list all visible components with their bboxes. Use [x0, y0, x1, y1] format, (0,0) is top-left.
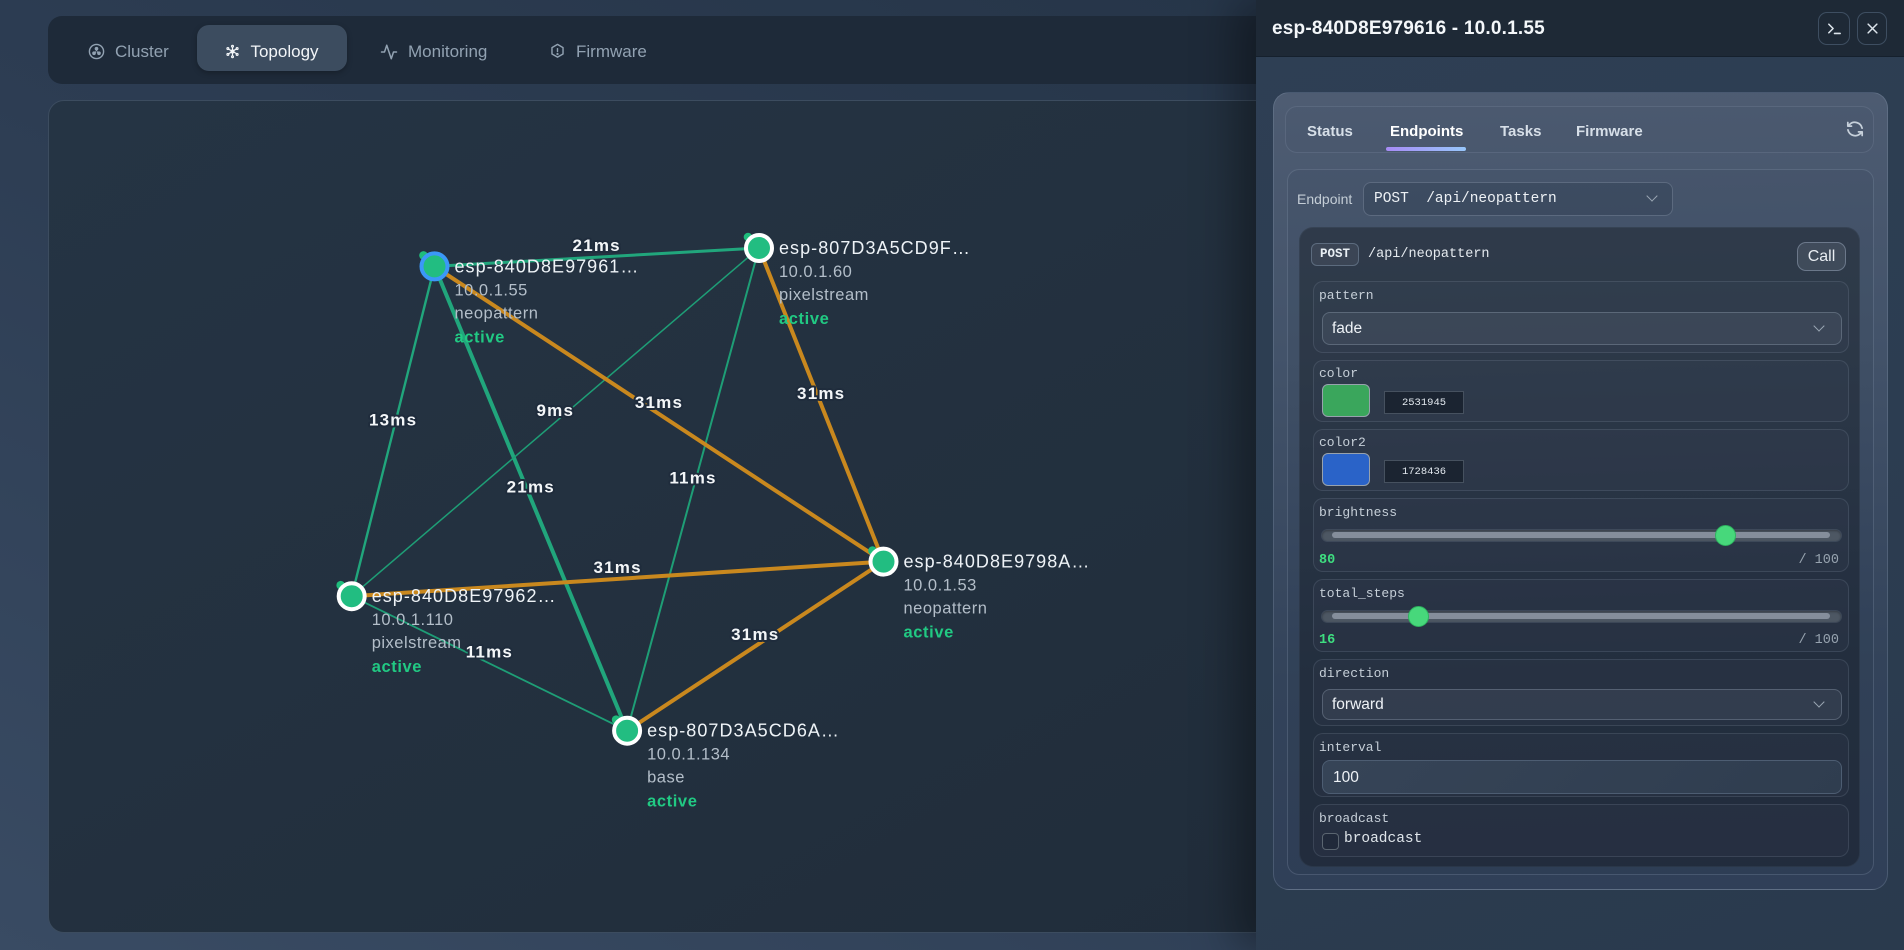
svg-text:21ms: 21ms	[573, 236, 621, 255]
svg-text:31ms: 31ms	[731, 625, 779, 644]
svg-text:11ms: 11ms	[669, 468, 716, 487]
svg-text:base: base	[647, 769, 685, 787]
svg-text:active: active	[647, 793, 697, 811]
svg-text:active: active	[455, 328, 505, 346]
svg-text:neopattern: neopattern	[455, 304, 539, 322]
svg-text:10.0.1.110: 10.0.1.110	[372, 611, 454, 629]
svg-text:9ms: 9ms	[536, 401, 574, 420]
svg-text:21ms: 21ms	[507, 478, 555, 497]
svg-text:neopattern: neopattern	[904, 600, 988, 618]
svg-text:31ms: 31ms	[635, 393, 683, 412]
svg-text:10.0.1.60: 10.0.1.60	[779, 263, 852, 281]
svg-text:10.0.1.53: 10.0.1.53	[904, 577, 977, 595]
svg-text:11ms: 11ms	[466, 642, 513, 661]
svg-text:pixelstream: pixelstream	[779, 286, 869, 304]
svg-text:active: active	[779, 310, 829, 328]
svg-text:active: active	[372, 658, 422, 676]
svg-text:esp-840D8E97961…: esp-840D8E97961…	[455, 256, 640, 276]
svg-text:active: active	[904, 624, 954, 642]
svg-text:esp-840D8E97962…: esp-840D8E97962…	[372, 586, 557, 606]
svg-text:31ms: 31ms	[797, 384, 845, 403]
svg-text:pixelstream: pixelstream	[372, 634, 462, 652]
svg-text:13ms: 13ms	[369, 410, 417, 429]
svg-text:10.0.1.55: 10.0.1.55	[455, 281, 528, 299]
svg-text:esp-840D8E9798A…: esp-840D8E9798A…	[904, 552, 1091, 572]
svg-text:esp-807D3A5CD6A…: esp-807D3A5CD6A…	[647, 721, 840, 741]
svg-text:31ms: 31ms	[593, 558, 641, 577]
svg-text:10.0.1.134: 10.0.1.134	[647, 746, 730, 764]
svg-text:esp-807D3A5CD9F…: esp-807D3A5CD9F…	[779, 238, 971, 258]
